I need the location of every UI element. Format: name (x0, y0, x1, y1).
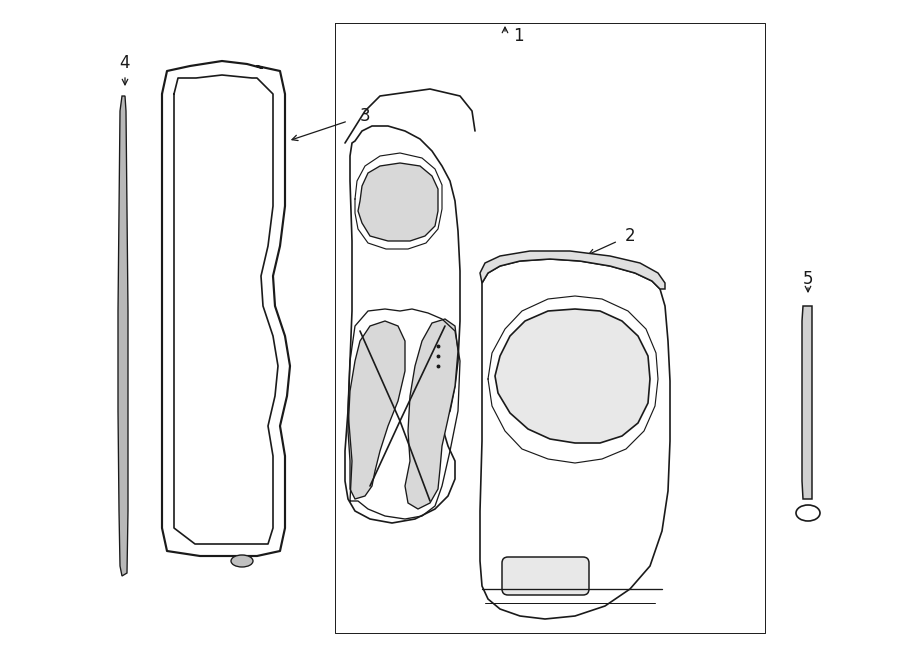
Polygon shape (495, 309, 650, 443)
Text: 2: 2 (625, 227, 635, 245)
Text: 1: 1 (513, 27, 523, 45)
Polygon shape (480, 251, 665, 289)
Polygon shape (118, 96, 128, 576)
Text: 3: 3 (360, 107, 370, 125)
Polygon shape (405, 319, 458, 509)
Ellipse shape (796, 505, 820, 521)
Polygon shape (480, 259, 670, 619)
FancyBboxPatch shape (502, 557, 589, 595)
Polygon shape (348, 321, 405, 499)
Ellipse shape (231, 555, 253, 567)
Polygon shape (345, 126, 460, 523)
Text: 5: 5 (803, 270, 814, 288)
Text: 4: 4 (120, 54, 130, 72)
Polygon shape (802, 306, 812, 499)
Polygon shape (358, 163, 438, 241)
